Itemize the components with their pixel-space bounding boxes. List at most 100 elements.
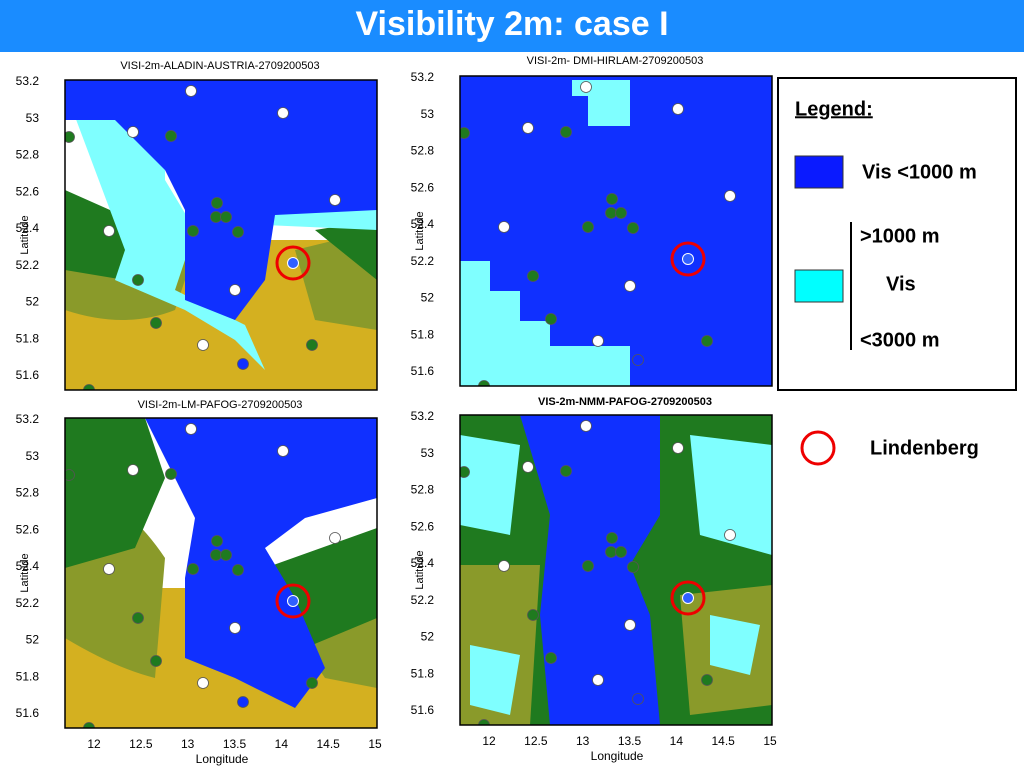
station [132,612,144,624]
station [197,677,209,689]
station [560,465,572,477]
station [627,561,639,573]
station [478,719,490,725]
legend-cyan-bottom: <3000 m [860,329,940,351]
x-tick-label: 15 [763,734,777,748]
station [132,274,144,286]
y-tick-label: 52.4 [16,559,40,573]
x-tick-label: 14.5 [711,734,735,748]
y-axis-label: Latitude [414,550,426,589]
x-tick-label: 15 [368,737,382,751]
station [522,461,534,473]
map [460,76,772,386]
station [527,609,539,621]
legend-cyan-top: >1000 m [860,225,940,247]
station [185,423,197,435]
station [582,221,594,233]
station [498,560,510,572]
panel-title: VIS-2m-NMM-PAFOG-2709200503 [538,396,712,408]
station [165,130,177,142]
station [460,466,470,478]
station [210,211,222,223]
y-axis-label: Latitude [414,211,426,250]
y-axis-label: Latitude [19,215,31,254]
station [210,549,222,561]
panel-title: VISI-2m-ALADIN-AUSTRIA-2709200503 [120,60,319,72]
x-tick-label: 12.5 [129,737,153,751]
y-tick-label: 51.6 [411,703,435,717]
site-station [287,595,299,607]
station [229,284,241,296]
y-tick-label: 52.2 [411,254,435,268]
legend-title: Legend: [795,98,873,120]
station [329,194,341,206]
map-frame [64,79,378,391]
y-tick-label: 51.8 [411,327,435,341]
y-tick-label: 52.8 [16,148,40,162]
station [582,560,594,572]
station [220,211,232,223]
x-tick-label: 14 [275,737,289,751]
station [624,619,636,631]
site-marker [275,245,311,281]
site-station [682,592,694,604]
legend-blue: Vis <1000 m [862,161,977,183]
y-tick-label: 52 [421,630,435,644]
station [606,193,618,205]
station [232,226,244,238]
station [545,313,557,325]
y-tick-label: 53.2 [411,70,435,84]
station [605,207,617,219]
station [605,546,617,558]
y-tick-label: 53.2 [411,409,435,423]
station [545,652,557,664]
map-region [460,76,772,386]
map-region [460,565,772,725]
station [701,335,713,347]
map-frame [459,414,773,726]
station [460,127,470,139]
y-tick-label: 53.2 [16,74,40,88]
site-marker [670,241,706,277]
y-tick-label: 52.2 [16,258,40,272]
y-tick-label: 52.4 [411,556,435,570]
station [632,693,644,705]
station [478,380,490,386]
station [83,384,95,390]
y-tick-label: 51.8 [16,669,40,683]
station [277,107,289,119]
y-tick-label: 52 [421,291,435,305]
station [229,622,241,634]
panel-title: VISI-2m- DMI-HIRLAM-2709200503 [527,55,704,67]
legend-site-marker [800,430,836,466]
y-tick-label: 52.6 [16,522,40,536]
station [306,339,318,351]
map-region [460,435,772,715]
x-tick-label: 12 [87,737,101,751]
y-tick-label: 52.4 [411,217,435,231]
title-bar [0,0,1024,52]
station [606,532,618,544]
x-tick-label: 12 [482,734,496,748]
legend-box [777,77,1017,391]
y-tick-label: 53.2 [16,412,40,426]
x-tick-label: 13.5 [223,737,247,751]
station [103,225,115,237]
station [187,563,199,575]
map-panel [64,417,378,729]
station [150,317,162,329]
legend-swatch-blue [794,155,844,189]
station [185,85,197,97]
site-marker [275,583,311,619]
y-tick-label: 52.8 [411,144,435,158]
station [527,270,539,282]
station [65,131,75,143]
map-region [65,90,377,370]
x-axis-label: Longitude [196,752,249,766]
y-tick-label: 52.2 [411,593,435,607]
y-tick-label: 53 [421,107,435,121]
station [592,674,604,686]
y-tick-label: 52.6 [411,519,435,533]
site-station [287,257,299,269]
station [632,354,644,366]
